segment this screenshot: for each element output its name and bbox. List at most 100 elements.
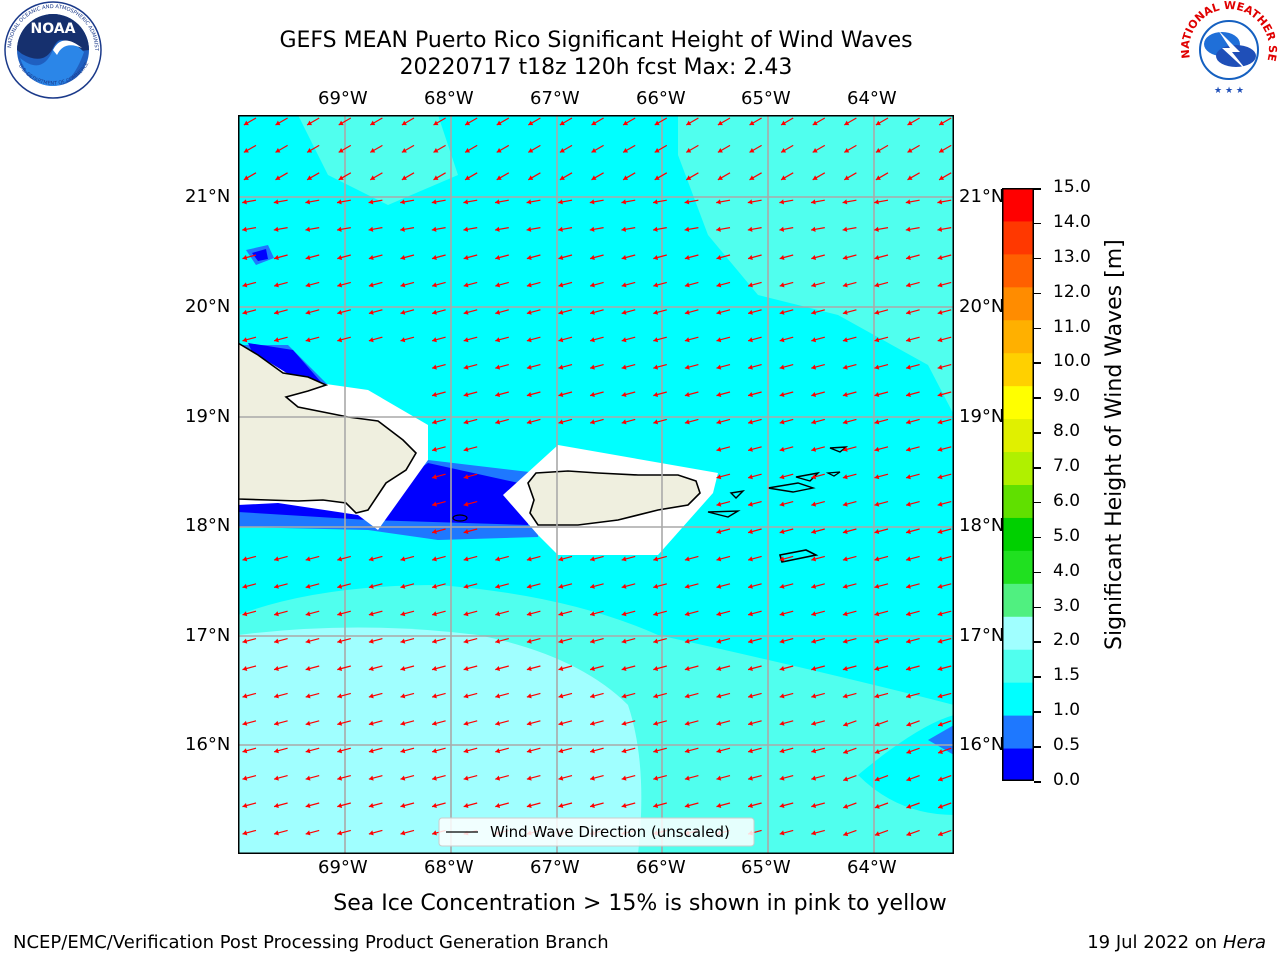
wind-arrow-head [432,282,437,288]
wind-arrow-head [400,556,406,562]
wind-arrow-head [463,255,469,261]
wind-arrow-head [590,337,595,343]
wind-arrow-head [653,199,658,205]
wind-arrow-head [937,337,943,343]
wind-arrow-head [875,175,881,180]
wind-arrow-head [748,611,753,617]
wind-arrow-head [937,255,943,261]
footer-host: Hera [1222,932,1266,953]
wind-arrow-head [433,148,439,153]
wind-arrow-head [779,337,785,343]
colorbar-tick-mark [1034,746,1041,748]
wind-arrow-head [842,666,848,672]
wind-arrow-head [305,255,311,261]
wind-arrow-head [433,175,439,180]
wind-arrow-head [621,638,627,644]
wind-arrow-head [621,337,627,343]
wind-arrow-head [653,255,659,261]
wind-arrow-head [906,337,911,343]
wind-arrow-head [274,638,279,644]
wind-arrow-head [842,199,848,205]
wind-arrow-head [716,364,722,370]
wind-arrow-head [495,720,501,726]
wind-arrow-head [432,803,437,809]
wind-arrow-head [463,501,469,507]
wind-arrow-head [621,199,627,205]
wind-arrow-head [939,120,945,126]
wind-arrow-head [526,364,532,370]
wind-arrow-head [400,720,406,726]
sea-field-east-low [928,725,954,755]
colorbar-tick-mark [1034,397,1041,399]
wind-arrow-head [874,666,880,672]
wind-arrow-head [528,175,534,180]
wind-arrow-head [621,282,627,288]
wind-arrow-head [874,255,880,261]
wind-arrow-head [747,199,753,205]
wind-arrow-head [716,501,722,507]
noaa-logo: NOAA NATIONAL OCEANIC AND ATMOSPHERIC AD… [2,0,102,99]
wind-arrow-head [590,611,595,617]
wind-arrow-head [748,583,753,589]
wind-arrow-head [463,529,469,535]
colorbar-segment [1002,682,1034,716]
colorbar-segment [1002,385,1034,420]
lat-label-left: 16°N [185,734,231,755]
wind-arrow-head [748,474,753,480]
wind-arrow-head [558,583,564,589]
wind-arrow-head [779,638,785,644]
wind-arrow-head [526,282,532,288]
wind-arrow-head [526,392,532,398]
wind-arrow-head [937,419,943,425]
wind-arrow-head [842,419,848,425]
wind-arrow-head [653,693,659,699]
wind-arrow-head [496,148,502,153]
wind-arrow-head [273,226,279,232]
wind-arrow-head [621,364,627,370]
wind-arrow-head [558,693,564,699]
wind-arrow-head [432,693,437,699]
wind-arrow-head [716,392,722,398]
wind-arrow-head [368,720,374,726]
wind-arrow-head [400,666,406,672]
wind-arrow-head [906,666,911,672]
wind-arrow-head [242,282,248,288]
wind-arrow-head [337,638,343,644]
wind-arrow-head [590,775,595,781]
footer-credit: NCEP/EMC/Verification Post Processing Pr… [13,932,609,953]
lon-label-bottom: 69°W [318,857,368,878]
wind-arrow-head [307,148,313,153]
wind-arrow-head [495,392,501,398]
wind-arrow-head [748,501,753,507]
lat-label-right: 16°N [959,734,1005,755]
wind-arrow-head [716,446,722,452]
wind-arrow-head [811,199,816,205]
wind-arrow-head [590,666,595,672]
wind-arrow-head [621,226,627,232]
wind-arrow-head [684,775,690,781]
wind-arrow-head [337,556,343,562]
wind-arrow-head [526,556,532,562]
wind-arrow-head [874,693,880,699]
wind-arrow-head [590,392,595,398]
wind-arrow-head [432,529,437,535]
wind-arrow-head [653,364,659,370]
wind-arrow-head [684,638,690,644]
wind-arrow-head [465,120,471,126]
wind-arrow-head [337,282,343,288]
lon-label-top: 67°W [530,88,580,109]
wind-arrow-head [463,556,469,562]
wind-arrow-head [874,831,880,837]
wind-arrow-head [684,226,690,232]
wind-arrow-head [337,337,343,343]
wind-arrow-head [590,583,595,589]
wind-arrow-head [906,831,912,837]
wind-arrow-head [621,693,627,699]
wind-arrow-head [937,529,943,535]
chart-title: GEFS MEAN Puerto Rico Significant Height… [279,28,913,53]
wind-arrow-head [937,693,943,699]
wind-arrow-head [844,148,850,153]
wind-arrow-head [842,611,848,617]
wind-arrow-head [337,803,343,809]
wind-arrow-head [558,282,564,288]
